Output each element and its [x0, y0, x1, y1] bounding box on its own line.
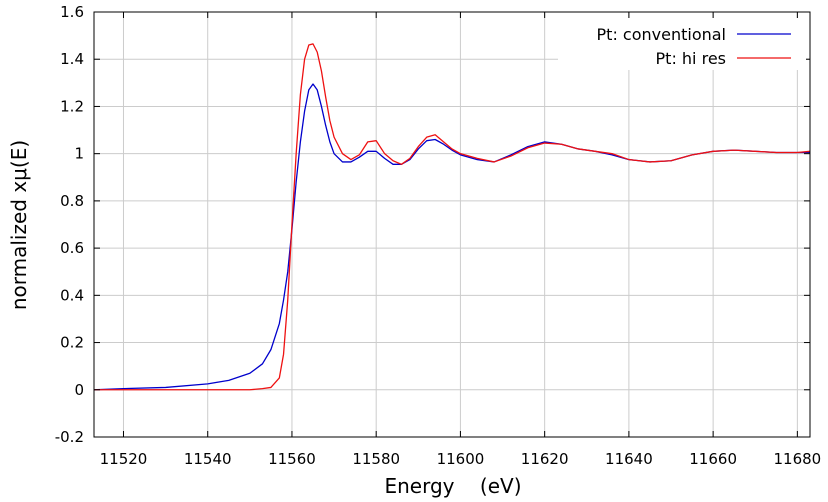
y-tick-label: 0.4	[60, 286, 84, 304]
x-tick-label: 11560	[268, 450, 316, 468]
x-axis-title: Energy (eV)	[384, 474, 521, 498]
y-tick-label: 0	[74, 381, 84, 399]
legend-background	[558, 18, 806, 70]
x-tick-label: 11660	[689, 450, 737, 468]
x-tick-label: 11640	[605, 450, 653, 468]
x-tick-label: 11680	[774, 450, 822, 468]
y-tick-label: 1	[74, 145, 84, 163]
x-tick-label: 11580	[352, 450, 400, 468]
legend-label-1: Pt: hi res	[656, 49, 726, 68]
y-tick-label: 1.2	[60, 97, 84, 115]
x-tick-label: 11620	[521, 450, 569, 468]
plot-frame	[93, 11, 811, 438]
series-line-1	[94, 43, 811, 391]
x-tick-label: 11600	[437, 450, 485, 468]
legend-label-0: Pt: conventional	[597, 25, 726, 44]
x-tick-label: 11540	[184, 450, 232, 468]
series-lines	[93, 43, 811, 391]
y-tick-label: 0.2	[60, 334, 84, 352]
axis-ticks: -0.2 0 0.2 0.4 0.6 0.8 1 1.2 1.4 1.6 11520 11540 115…	[55, 3, 822, 468]
y-tick-label: 0.8	[60, 192, 84, 210]
y-axis-title: normalized xμ(E)	[7, 140, 31, 310]
legend: Pt: conventional Pt: hi res	[558, 18, 806, 70]
y-tick-label: -0.2	[55, 428, 84, 446]
y-tick-label: 0.6	[60, 239, 84, 257]
x-tick-label: 11520	[100, 450, 148, 468]
y-tick-label: 1.6	[60, 3, 84, 21]
y-tick-label: 1.4	[60, 50, 84, 68]
